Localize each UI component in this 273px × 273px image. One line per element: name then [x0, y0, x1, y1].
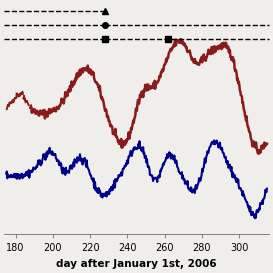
- X-axis label: day after January 1st, 2006: day after January 1st, 2006: [56, 259, 217, 269]
